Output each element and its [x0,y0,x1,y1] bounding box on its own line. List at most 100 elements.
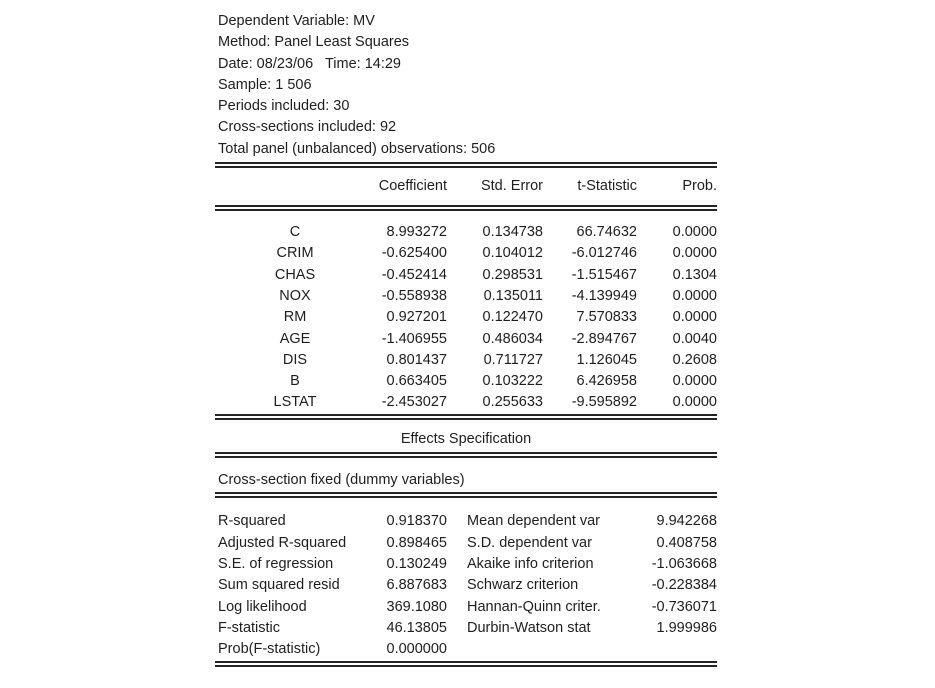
stat-label: S.D. dependent var [467,534,592,551]
prob-cell: 0.1304 [672,266,717,283]
stat-label: Akaike info criterion [467,555,594,572]
method-line: Method: Panel Least Squares [218,34,410,51]
stat-value: 6.887683 [386,577,447,594]
date-time-line: Date: 08/23/06 Time: 14:29 [218,55,401,72]
std-error-cell: 0.122470 [482,309,543,326]
coefficient-cell: -0.625400 [381,245,447,262]
coefficient-cell: 0.801437 [386,351,447,368]
coefficient-cell: 0.663405 [386,373,447,390]
stat-value: -0.736071 [651,598,717,615]
variable-cell: DIS [282,351,308,368]
variable-cell: NOX [279,287,311,304]
stat-value: 0.130249 [386,555,447,572]
stat-value: 9.942268 [656,513,717,530]
stat-value: -0.228384 [651,577,717,594]
double-rule-above-effects [215,413,717,420]
stat-label: Schwarz criterion [467,577,579,594]
coefficient-cell: -0.452414 [381,266,447,283]
prob-cell: 0.0000 [672,373,717,390]
stat-value: 0.918370 [386,513,447,530]
effects-specification-detail: Cross-section fixed (dummy variables) [218,472,465,489]
summary-row-log-likelihood: Log likelihood 369.1080 Hannan-Quinn cri… [215,597,717,618]
std-error-cell: 0.711727 [483,351,543,368]
variable-cell: C [289,224,301,241]
summary-row-f-statistic: F-statistic 46.13805 Durbin-Watson stat … [215,618,717,639]
dependent-variable-line: Dependent Variable: MV [218,13,375,29]
periods-included-line: Periods included: 30 [218,98,350,115]
prob-cell: 0.0000 [672,394,717,411]
stat-value: 369.1080 [386,598,447,615]
coef-row-c: C 8.993272 0.134738 66.74632 0.0000 [215,222,717,243]
std-error-cell: 0.298531 [482,266,543,283]
effects-specification-title: Effects Specification [400,430,532,447]
variable-cell: B [290,373,300,390]
variable-cell: CHAS [274,266,316,283]
coef-row-lstat: LSTAT -2.453027 0.255633 -9.595892 0.000… [215,392,718,413]
stat-label: R-squared [218,513,286,530]
prob-cell: 0.2608 [672,351,717,368]
t-statistic-cell: -4.139949 [571,287,637,304]
std-error-cell: 0.486034 [482,330,543,347]
coef-row-rm: RM 0.927201 0.122470 7.570833 0.0000 [215,307,717,328]
summary-row-se-of-regression: S.E. of regression 0.130249 Akaike info … [215,554,717,575]
t-statistic-cell: 66.74632 [576,224,637,241]
coef-row-chas: CHAS -0.452414 0.298531 -1.515467 0.1304 [215,265,717,286]
stat-value: 46.13805 [386,619,447,636]
std-error-cell: 0.134738 [482,224,543,241]
summary-statistics: R-squared 0.918370 Mean dependent var 9.… [215,498,717,661]
coefficient-cell: -2.453027 [381,394,447,411]
prob-column-header: Prob. [682,177,717,194]
total-observations-line: Total panel (unbalanced) observations: 5… [218,140,496,157]
coefficient-column-header: Coefficient [378,177,447,194]
coef-row-dis: DIS 0.801437 0.711727 1.126045 0.2608 [215,350,717,371]
std-error-cell: 0.103222 [482,373,543,390]
double-rule-below-effects-title [215,452,717,459]
coef-table-column-headers: Coefficient Std. Error t-Statistic Prob. [215,168,717,205]
t-statistic-cell: -1.515467 [571,266,637,283]
t-statistic-cell: -6.012746 [571,245,637,262]
t-statistic-cell: 1.126045 [576,351,637,368]
double-rule-below-headers [215,205,717,212]
stat-label: Adjusted R-squared [218,534,347,551]
stat-label: S.E. of regression [218,555,334,572]
variable-cell: AGE [279,330,311,347]
prob-cell: 0.0040 [672,330,717,347]
prob-cell: 0.0000 [672,309,717,326]
stat-label: Sum squared resid [218,577,340,594]
prob-cell: 0.0000 [672,224,717,241]
summary-row-prob-f-statistic: Prob(F-statistic) 0.000000 [215,639,717,660]
coefficient-cell: -1.406955 [381,330,447,347]
regression-output-report: Dependent Variable: MV Method: Panel Lea… [215,0,718,668]
stat-value: 1.999986 [656,619,717,636]
double-rule-bottom [215,661,717,668]
prob-cell: 0.0000 [672,287,717,304]
cross-sections-included-line: Cross-sections included: 92 [218,119,397,136]
coefficient-cell: 8.993272 [386,224,447,241]
estimation-header-block: Dependent Variable: MV Method: Panel Lea… [215,11,717,160]
stat-label [447,639,637,660]
stat-value: 0.000000 [386,641,447,658]
t-statistic-cell: 7.570833 [576,309,637,326]
t-statistic-cell: 6.426958 [576,373,637,390]
coef-table-body: C 8.993272 0.134738 66.74632 0.0000 CRIM… [215,211,718,414]
coef-row-nox: NOX -0.558938 0.135011 -4.139949 0.0000 [215,286,717,307]
stat-value: -1.063668 [651,555,717,572]
stat-label: Hannan-Quinn criter. [467,598,601,615]
variable-cell: LSTAT [273,394,317,411]
stat-label: Mean dependent var [467,513,601,530]
coef-row-crim: CRIM -0.625400 0.104012 -6.012746 0.0000 [215,243,717,264]
double-rule-top [215,162,717,169]
std-error-column-header: Std. Error [480,177,543,194]
coef-row-age: AGE -1.406955 0.486034 -2.894767 0.0040 [215,329,717,350]
coefficient-cell: 0.927201 [386,309,447,326]
t-statistic-column-header: t-Statistic [577,177,637,194]
variable-cell: RM [283,309,307,326]
t-statistic-cell: -2.894767 [571,330,637,347]
std-error-cell: 0.135011 [483,287,543,304]
std-error-cell: 0.104012 [482,245,543,262]
coef-row-b: B 0.663405 0.103222 6.426958 0.0000 [215,371,717,392]
summary-row-sum-squared-resid: Sum squared resid 6.887683 Schwarz crite… [215,575,717,596]
stat-value [637,639,717,660]
stat-value: 0.898465 [386,534,447,551]
stat-label: Log likelihood [218,598,307,615]
